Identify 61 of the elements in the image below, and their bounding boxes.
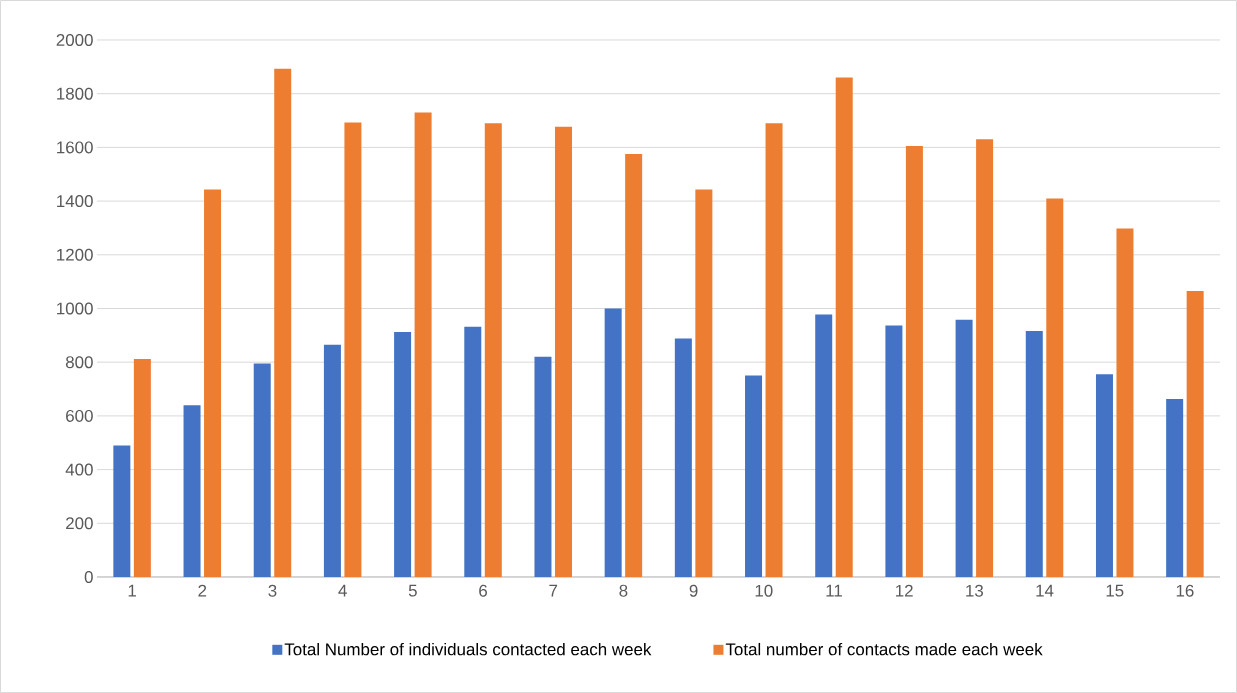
- legend-label: Total Number of individuals contacted each week: [284, 642, 652, 656]
- bar: [625, 154, 643, 577]
- bar: [1025, 331, 1043, 577]
- x-tick-label: 15: [1106, 584, 1124, 597]
- bar: [745, 375, 763, 577]
- bar: [484, 123, 502, 577]
- y-tick-label: 1800: [57, 87, 93, 100]
- bar: [815, 314, 833, 577]
- bar: [1166, 398, 1184, 577]
- bar: [1046, 198, 1064, 577]
- bar: [183, 405, 201, 577]
- bar: [113, 445, 131, 577]
- bar: [604, 308, 622, 577]
- bar: [1116, 228, 1134, 577]
- y-tick-label: 1400: [57, 195, 93, 208]
- bar: [885, 325, 903, 577]
- x-tick-label: 13: [966, 584, 984, 597]
- bar: [253, 363, 271, 577]
- x-tick-label: 9: [689, 584, 698, 597]
- x-tick-label: 5: [408, 584, 417, 597]
- bar: [1186, 291, 1204, 577]
- x-tick-label: 10: [755, 584, 773, 597]
- legend-label: Total number of contacts made each week: [725, 642, 1043, 656]
- bar: [464, 326, 482, 577]
- bar: [674, 338, 692, 577]
- x-tick-label: 14: [1036, 584, 1054, 597]
- bar: [765, 123, 783, 577]
- bar: [905, 146, 923, 577]
- x-tick-label: 16: [1176, 584, 1194, 597]
- bar: [344, 122, 362, 577]
- bar: [414, 112, 432, 577]
- x-tick-label: 6: [479, 584, 487, 597]
- y-tick-label: 800: [65, 356, 93, 369]
- y-tick-label: 1000: [57, 302, 93, 315]
- bar: [695, 189, 713, 577]
- bar: [554, 126, 572, 577]
- bar: [323, 344, 341, 577]
- y-tick-label: 2000: [56, 33, 93, 46]
- x-tick-label: 4: [338, 584, 347, 597]
- x-tick-label: 8: [619, 584, 628, 597]
- y-tick-label: 400: [65, 463, 93, 476]
- bar: [274, 68, 292, 577]
- bar: [133, 358, 151, 577]
- y-tick-label: 1600: [57, 141, 93, 154]
- y-tick-label: 0: [84, 570, 93, 583]
- y-tick-label: 1200: [57, 248, 93, 261]
- bar: [1095, 374, 1113, 577]
- x-tick-label: 2: [198, 584, 207, 597]
- y-tick-label: 200: [66, 517, 93, 530]
- x-tick-label: 1: [128, 584, 136, 597]
- bar: [204, 189, 222, 577]
- bar: [534, 356, 552, 577]
- bar: [976, 139, 994, 577]
- bar: [835, 77, 853, 577]
- x-tick-label: 11: [826, 584, 842, 597]
- y-tick-label: 600: [66, 409, 93, 422]
- bar: [955, 319, 973, 577]
- bar: [394, 332, 412, 577]
- x-tick-label: 3: [268, 584, 277, 597]
- x-tick-label: 12: [896, 584, 913, 597]
- x-tick-label: 7: [549, 584, 558, 597]
